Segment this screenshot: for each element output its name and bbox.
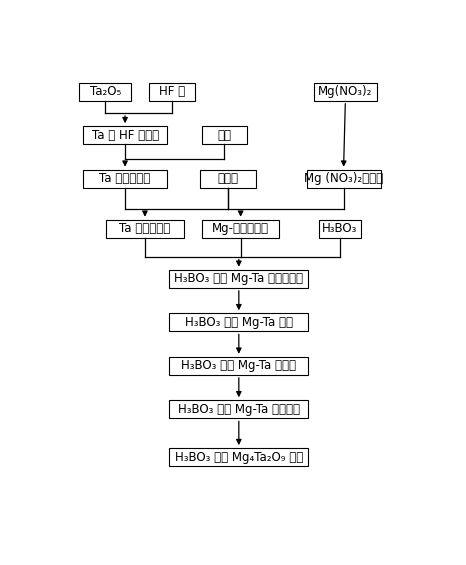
FancyBboxPatch shape: [169, 400, 308, 419]
FancyBboxPatch shape: [200, 170, 256, 188]
Text: H₃BO₃ 掺杂 Mg-Ta 干凝胶: H₃BO₃ 掺杂 Mg-Ta 干凝胶: [181, 359, 296, 372]
FancyBboxPatch shape: [169, 448, 308, 466]
FancyBboxPatch shape: [202, 126, 247, 145]
FancyBboxPatch shape: [79, 82, 131, 101]
Text: Mg(NO₃)₂: Mg(NO₃)₂: [318, 85, 372, 98]
Text: Ta 的 HF 酸溶液: Ta 的 HF 酸溶液: [91, 129, 158, 142]
FancyBboxPatch shape: [169, 313, 308, 332]
FancyBboxPatch shape: [169, 357, 308, 375]
Text: Ta 柠橼酸溶液: Ta 柠橼酸溶液: [119, 222, 171, 235]
Text: H₃BO₃ 掺杂 Mg-Ta 前驱体溶液: H₃BO₃ 掺杂 Mg-Ta 前驱体溶液: [174, 272, 303, 285]
FancyBboxPatch shape: [82, 126, 167, 145]
FancyBboxPatch shape: [106, 220, 184, 238]
Text: 柠橼酸: 柠橼酸: [218, 172, 239, 185]
FancyBboxPatch shape: [202, 220, 280, 238]
Text: H₃BO₃ 掺杂 Mg-Ta 纳米粉体: H₃BO₃ 掺杂 Mg-Ta 纳米粉体: [178, 403, 300, 416]
Text: H₃BO₃ 掺杂 Mg₄Ta₂O₉ 陶瓷: H₃BO₃ 掺杂 Mg₄Ta₂O₉ 陶瓷: [175, 451, 303, 464]
Text: Ta 酸混合沉淠: Ta 酸混合沉淠: [99, 172, 151, 185]
Text: 氨水: 氨水: [217, 129, 232, 142]
Text: HF 酸: HF 酸: [159, 85, 185, 98]
Text: H₃BO₃: H₃BO₃: [322, 222, 357, 235]
FancyBboxPatch shape: [169, 270, 308, 288]
FancyBboxPatch shape: [307, 170, 381, 188]
Text: H₃BO₃ 掺杂 Mg-Ta 溶胶: H₃BO₃ 掺杂 Mg-Ta 溶胶: [185, 316, 293, 329]
Text: Mg (NO₃)₂水溶液: Mg (NO₃)₂水溶液: [304, 172, 383, 185]
FancyBboxPatch shape: [314, 82, 377, 101]
FancyBboxPatch shape: [319, 220, 361, 238]
FancyBboxPatch shape: [82, 170, 167, 188]
Text: Mg-柠橼酸溶液: Mg-柠橼酸溶液: [212, 222, 269, 235]
Text: Ta₂O₅: Ta₂O₅: [89, 85, 121, 98]
FancyBboxPatch shape: [150, 82, 195, 101]
